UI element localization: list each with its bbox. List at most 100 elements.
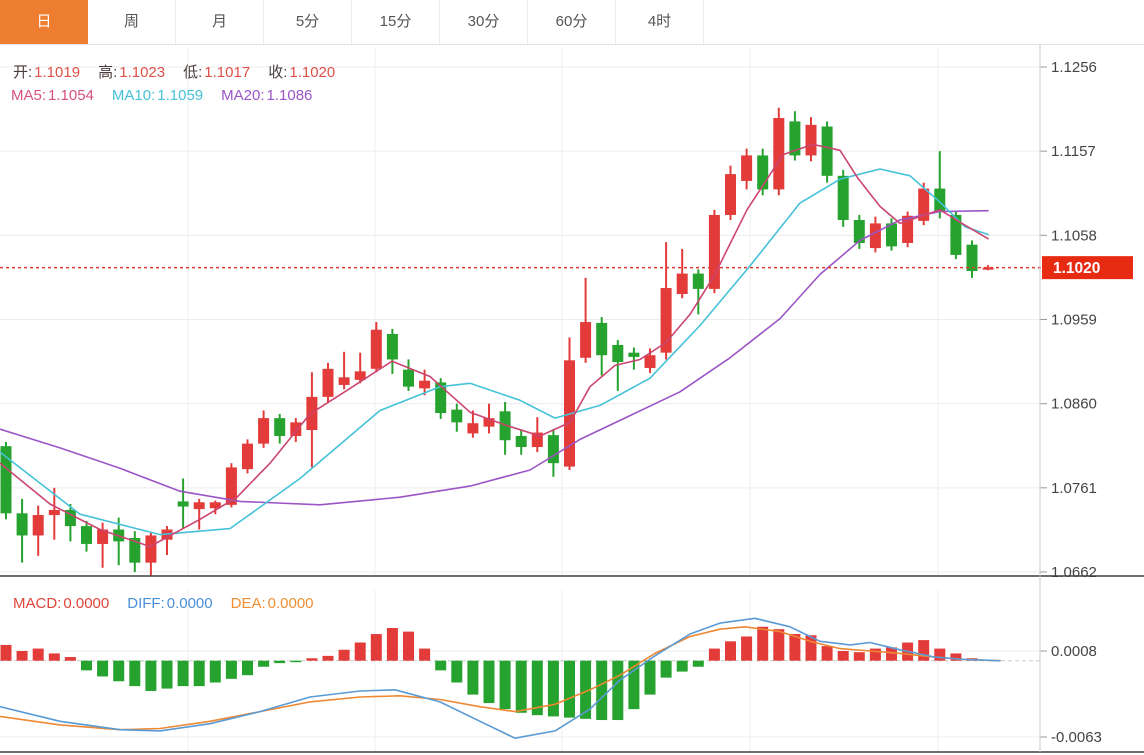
candle-body [209,502,221,509]
legend-macd-item: DIFF: 0.0000 [127,595,212,612]
macd-histogram-bar [97,660,109,677]
macd-histogram-bar [789,634,801,661]
candle-body [499,411,511,441]
candle-body [515,435,527,448]
candle-body [290,422,302,436]
candle-body [338,377,350,385]
macd-histogram-bar [403,631,414,661]
y-axis-label: 1.0959 [1051,312,1097,329]
candle-body [531,432,543,448]
macd-histogram-bar [16,651,28,661]
legend-value: 1.1020 [289,64,336,81]
macd-histogram-bar [676,660,688,672]
candle-body [97,529,109,544]
macd-histogram-bar [708,648,720,661]
legend-ohlc-item: 低: 1.1017 [183,64,250,81]
candle-body [676,273,688,294]
macd-histogram-bar [129,660,141,687]
tab-day[interactable]: 日 [0,0,88,44]
candle-body [242,443,253,470]
candle-body [403,369,414,387]
legend-label: MACD: [13,595,62,612]
legend-label: MA10: [111,87,156,104]
macd-histogram-bar [580,660,592,719]
tab-month[interactable]: 月 [176,0,264,44]
tab-5min[interactable]: 5分 [264,0,352,44]
candle-body [64,509,76,527]
candle-body [741,155,753,181]
candle-body [918,188,930,221]
candle-body [435,382,447,414]
macd-histogram-bar [64,657,76,661]
candle-body [934,188,946,212]
candle-body [225,467,237,505]
candle-body [757,155,769,190]
last-price-tag: 1.1020 [1042,256,1133,280]
macd-histogram-bar [837,651,849,661]
macd-histogram-bar [258,660,270,667]
ma10-line [0,168,989,536]
macd-histogram-bar [628,660,640,710]
candle-body [725,174,736,215]
macd-histogram-bar [483,660,495,704]
macd-histogram-bar [950,653,962,661]
svg-text:1.1020: 1.1020 [1053,260,1100,277]
macd-histogram-bar [499,660,511,710]
legend-value: 1.1023 [119,64,166,81]
macd-histogram-bar [596,660,608,721]
tab-30min[interactable]: 30分 [440,0,528,44]
macd-histogram-bar [386,627,398,661]
macd-histogram-bar [225,660,237,679]
candle-body [982,267,994,270]
macd-histogram-bar [692,660,704,667]
candle-body [370,329,382,369]
macd-histogram-bar [113,660,125,682]
candle-body [81,526,92,544]
legend-label: MA5: [11,87,47,104]
macd-histogram-bar [644,660,656,695]
legend-label: 开: [13,64,33,81]
diff-line [0,617,1001,740]
macd-histogram-bar [338,649,350,661]
macd-histogram-bar [805,635,817,661]
legend-value: 1.1086 [266,87,313,104]
legend-ma-item: MA5: 1.1054 [11,87,94,104]
dea-line [0,625,1001,731]
legend-label: DIFF: [127,595,165,612]
macd-histogram-bar [81,660,92,671]
tab-week[interactable]: 周 [88,0,176,44]
macd-histogram-bar [918,640,930,661]
macd-legend: MACD: 0.0000 DIFF: 0.0000 DEA: 0.0000 [13,595,332,612]
tab-4hour[interactable]: 4时 [616,0,704,44]
y-axis-label: 1.1157 [1051,143,1096,160]
candle-body [708,214,720,289]
macd-histogram-bar [564,660,575,718]
legend-label: MA20: [221,87,265,104]
candle-body [386,333,398,360]
candle-body [966,244,978,272]
ma20-line [0,209,989,506]
tab-15min[interactable]: 15分 [352,0,440,44]
ohlc-legend: 开: 1.1019 高: 1.1023 低: 1.1017 收: 1.1020 [13,61,353,82]
macd-histogram-bar [242,660,253,676]
legend-ohlc-item: 开: 1.1019 [13,64,80,81]
macd-histogram-bar [32,648,44,661]
candle-body [274,418,286,436]
candle-body [451,409,463,423]
candle-body [628,352,640,357]
legend-value: 1.1059 [157,87,204,104]
macd-histogram-bar [612,660,624,721]
tab-60min[interactable]: 60分 [528,0,616,44]
macd-histogram-bar [193,660,205,687]
macd-histogram-bar [145,660,157,691]
candle-body [869,223,881,249]
candle-body [821,126,833,176]
macd-histogram-bar [773,629,785,661]
macd-histogram-bar [934,648,946,661]
candle-body [547,435,559,464]
legend-macd-item: MACD: 0.0000 [13,595,109,612]
candle-body [0,446,12,514]
candle-body [692,273,704,289]
